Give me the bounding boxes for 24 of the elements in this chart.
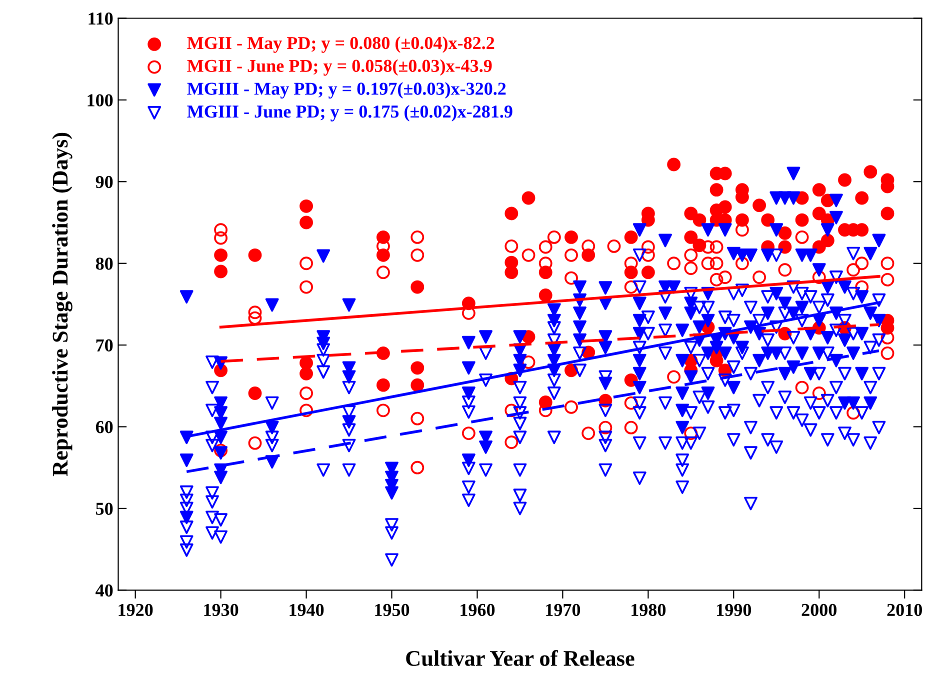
y-axis-title: Reproductive Stage Duration (Days) xyxy=(52,132,72,476)
legend-label: MGIII - June PD; y = 0.175 (±0.02)x-281.9 xyxy=(187,104,512,122)
x-tick-label: 1940 xyxy=(290,604,324,616)
y-tick-label: 60 xyxy=(96,421,113,434)
x-tick-label: 1970 xyxy=(546,604,580,616)
y-tick-label: 40 xyxy=(96,584,113,597)
y-tick-label: 100 xyxy=(88,94,113,106)
x-tick-label: 1990 xyxy=(717,604,752,616)
x-tick-label: 1950 xyxy=(375,604,410,616)
legend-label: MGII - May PD; y = 0.080 (±0.04)x-82.2 xyxy=(187,36,494,53)
x-axis-title: Cultivar Year of Release xyxy=(406,650,634,666)
y-tick-label: 110 xyxy=(88,12,113,25)
x-tick-label: 1980 xyxy=(632,604,666,616)
y-tick-label: 70 xyxy=(96,339,113,352)
y-tick-label: 80 xyxy=(96,258,113,270)
y-tick-label: 90 xyxy=(96,176,113,188)
x-tick-label: 2000 xyxy=(802,604,836,616)
legend-label: MGIII - May PD; y = 0.197(±0.03)x-320.2 xyxy=(187,82,506,99)
legend-label: MGII - June PD; y = 0.058(±0.03)x-43.9 xyxy=(187,59,492,76)
x-tick-label: 2010 xyxy=(887,604,922,616)
x-tick-label: 1930 xyxy=(204,604,238,616)
x-tick-label: 1920 xyxy=(118,604,153,616)
x-tick-label: 1960 xyxy=(460,604,495,616)
y-tick-label: 50 xyxy=(96,502,113,515)
